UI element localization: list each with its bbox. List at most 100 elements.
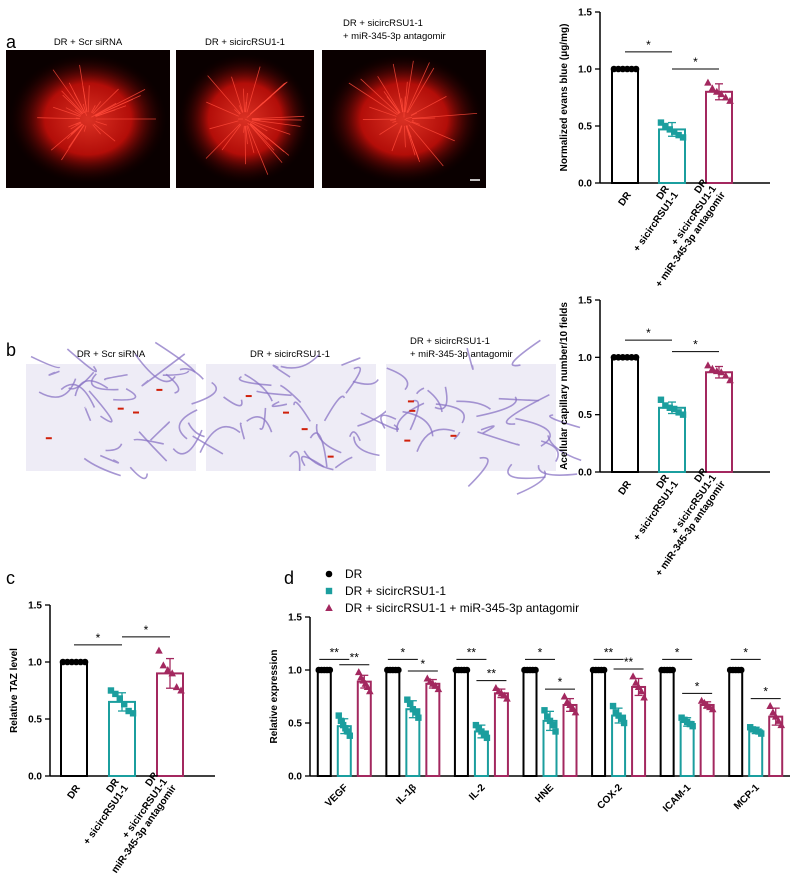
x-tick-label: ICAM-1: [661, 782, 693, 814]
capillary: [511, 339, 541, 367]
vessel: [207, 75, 241, 115]
vessel: [205, 123, 241, 159]
data-point: [366, 687, 374, 695]
significance-label: *: [695, 679, 700, 693]
capillary: [30, 355, 61, 369]
data-point: [112, 690, 119, 698]
vessel: [406, 62, 430, 113]
data-point: [326, 666, 334, 674]
y-tick-label: 1.0: [578, 353, 592, 364]
image-caption: DR + sicircRSU1-1: [410, 336, 490, 347]
vessel: [401, 98, 404, 113]
data-point: [415, 714, 422, 721]
significance-label: *: [693, 55, 698, 69]
y-tick-label: 0.5: [28, 715, 42, 726]
vessel: [68, 121, 81, 128]
capillary: [113, 388, 137, 401]
vessel: [246, 114, 251, 118]
arrow-marker: [133, 411, 140, 414]
capillary: [90, 373, 119, 391]
significance-label: *: [538, 645, 543, 659]
panel-label: a: [6, 32, 17, 52]
x-tick-label: MCP-1: [732, 782, 762, 812]
significance-label: *: [743, 645, 748, 659]
arrow-marker: [117, 407, 124, 410]
x-tick-label: DR: [617, 190, 635, 209]
significance-label: *: [401, 645, 406, 659]
x-tick-label-line: DR: [617, 479, 635, 498]
x-tick-label: HNE: [533, 782, 556, 805]
data-point: [726, 376, 734, 384]
image-caption: DR + sicircRSU1-1: [343, 18, 423, 29]
vessel: [238, 105, 243, 113]
data-point: [777, 721, 786, 729]
data-point: [721, 93, 730, 101]
vessel: [231, 76, 244, 113]
capillary: [172, 429, 203, 455]
legend-label: DR + sicircRSU1-1 + miR-345-3p antagomir: [345, 601, 579, 615]
data-point: [657, 396, 665, 403]
capillary: [480, 425, 495, 435]
capillary: [467, 456, 489, 488]
capillary: [415, 387, 425, 395]
capillary: [246, 416, 273, 433]
data-point: [172, 683, 181, 691]
capillary: [162, 370, 190, 376]
capillary: [133, 438, 164, 445]
bar: [705, 371, 733, 473]
image-caption: DR + Scr siRNA: [54, 37, 123, 48]
y-tick-label: 1.0: [288, 666, 302, 677]
vessel: [369, 106, 397, 117]
data-point: [116, 695, 123, 702]
bar: [385, 669, 401, 777]
legend-label: DR: [345, 567, 363, 581]
vessel: [411, 121, 455, 142]
x-tick-label: COX-2: [595, 782, 625, 812]
data-point: [712, 367, 721, 375]
data-point: [395, 666, 402, 674]
bar: [728, 669, 744, 777]
bar: [156, 672, 184, 778]
data-point: [618, 715, 625, 722]
bar: [316, 669, 332, 777]
vessel: [90, 105, 96, 113]
vessel: [247, 122, 250, 125]
data-point: [721, 371, 730, 379]
data-point: [412, 709, 419, 716]
data-point: [712, 87, 721, 95]
data-point: [675, 131, 682, 139]
data-point: [726, 96, 734, 104]
vessel: [53, 106, 81, 117]
vessel: [249, 123, 283, 163]
y-axis-label: Normalized evans blue (μg/mg): [559, 24, 570, 172]
vessel: [405, 125, 416, 156]
vessel: [348, 82, 398, 116]
vessel: [95, 109, 116, 117]
bar: [705, 90, 733, 184]
bar: [679, 720, 695, 778]
capillary: [149, 421, 170, 441]
capillary: [271, 400, 288, 408]
data-point: [769, 708, 777, 716]
vessel: [410, 112, 418, 116]
x-tick-label: DR: [617, 479, 635, 498]
vessel: [250, 123, 290, 156]
y-tick-label: 0.5: [578, 122, 592, 133]
significance-label: **: [467, 645, 477, 659]
data-point: [129, 710, 137, 717]
vessel: [392, 120, 397, 123]
data-point: [679, 134, 687, 141]
capillary: [280, 354, 320, 369]
data-point: [163, 665, 172, 673]
vessel: [403, 125, 406, 148]
vessel: [245, 93, 248, 113]
data-point: [541, 707, 548, 714]
vessel: [87, 85, 90, 113]
x-tick-label-line: DR: [617, 190, 635, 209]
vessel: [405, 116, 413, 119]
data-point: [532, 666, 539, 674]
capillary: [334, 456, 353, 469]
y-tick-label: 1.5: [578, 296, 592, 307]
vessel: [406, 125, 408, 127]
significance-label: *: [693, 338, 698, 352]
